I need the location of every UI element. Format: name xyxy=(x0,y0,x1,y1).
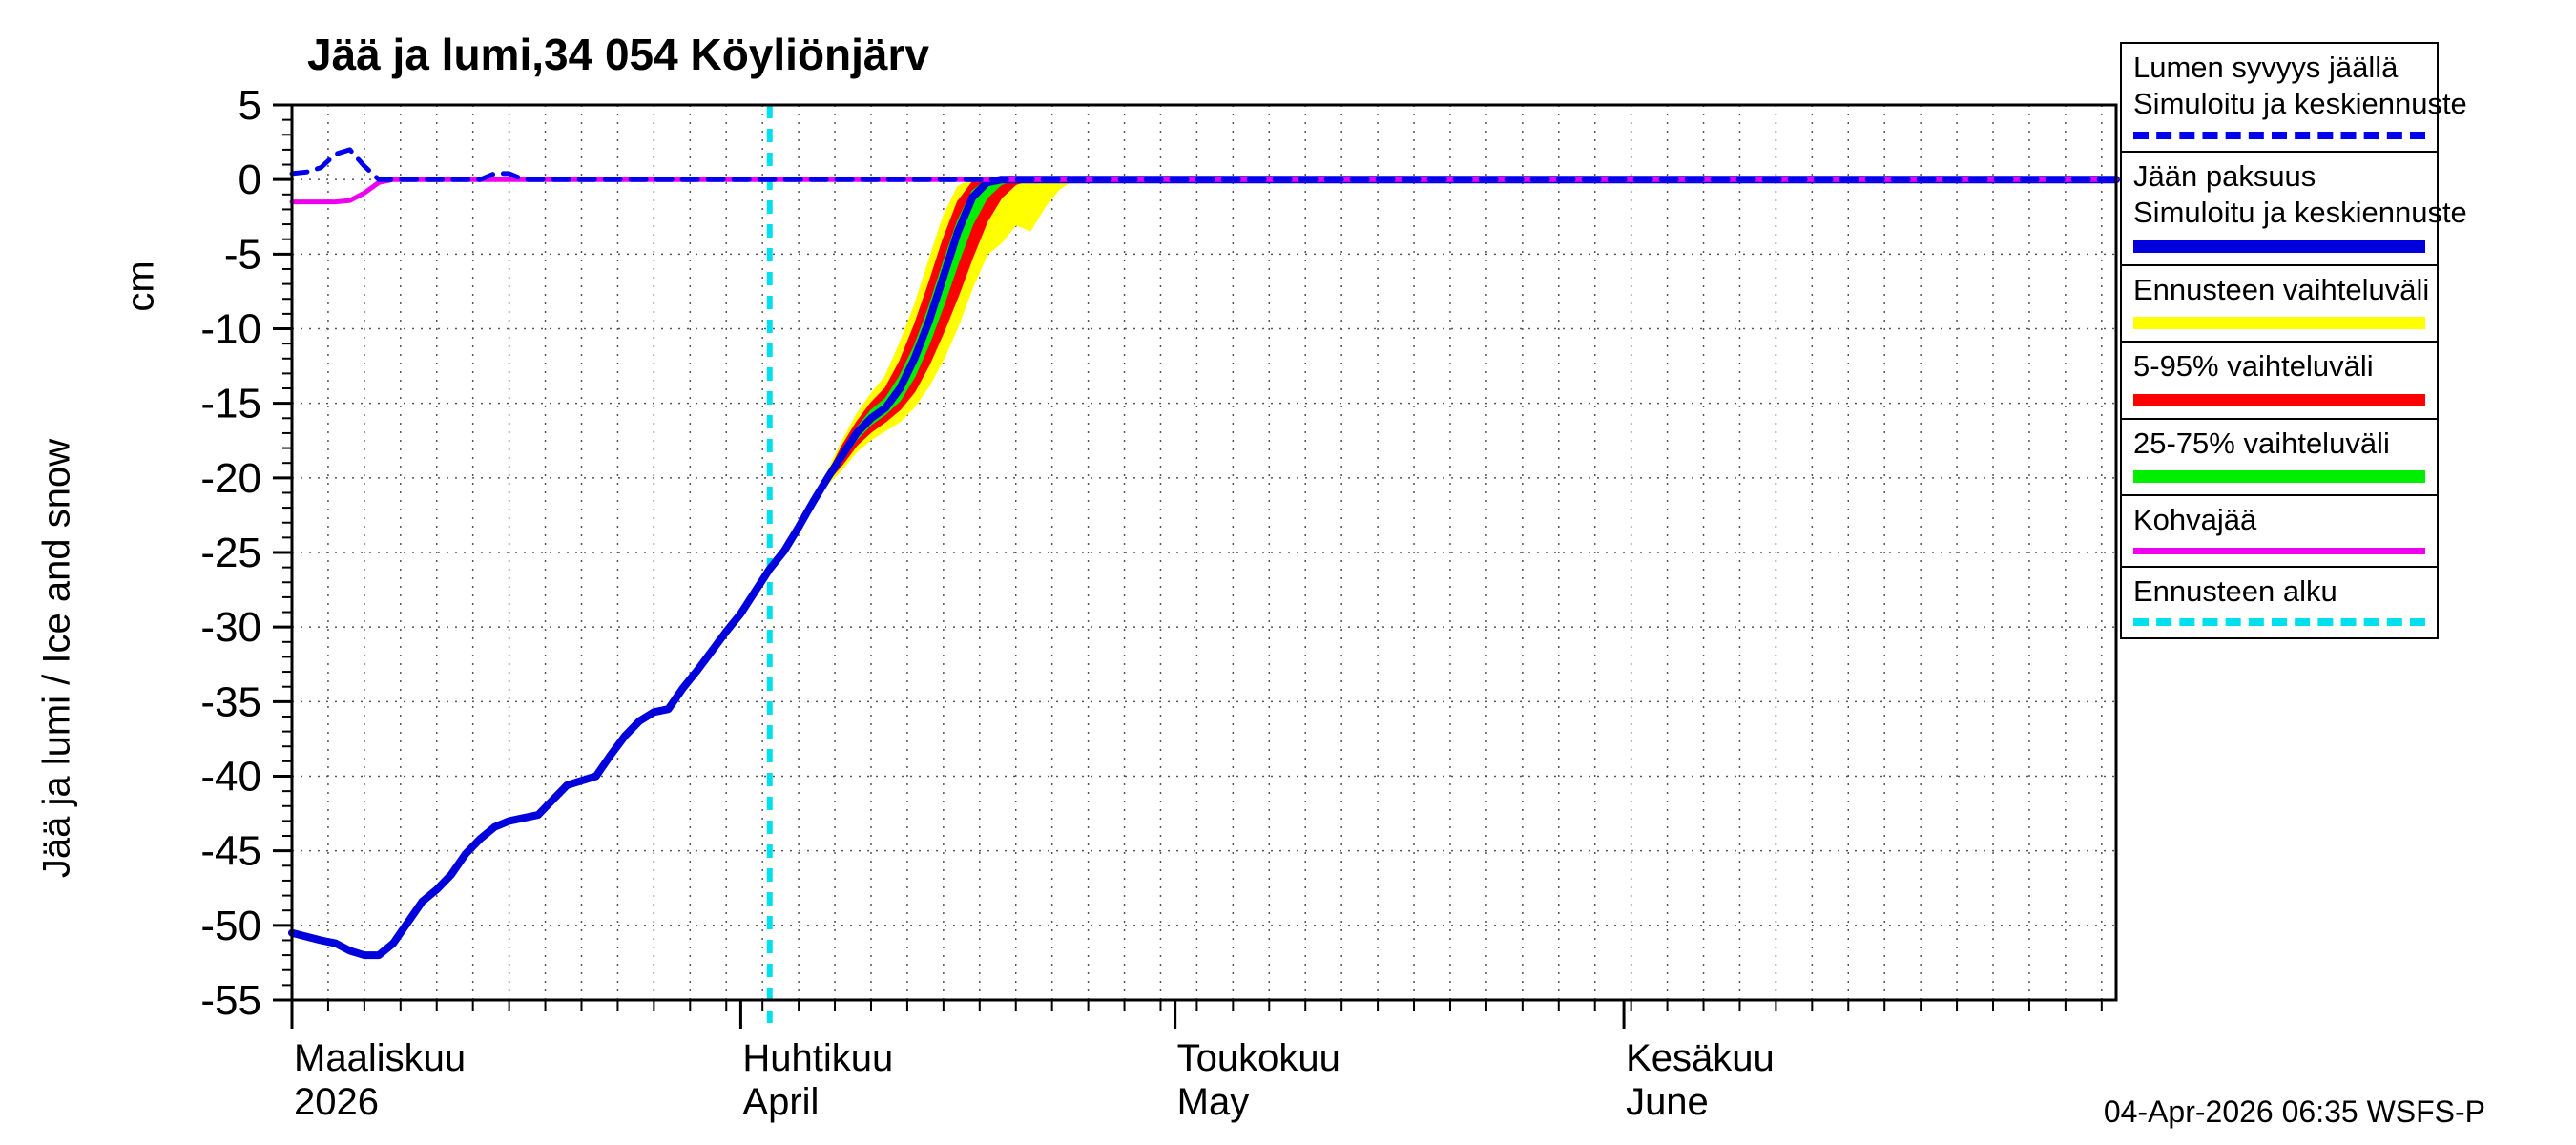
y-tick-label: -55 xyxy=(200,977,261,1024)
legend-label: Ennusteen alku xyxy=(2133,573,2337,608)
legend-line-5-95-range xyxy=(2133,393,2425,406)
timestamp: 04-Apr-2026 06:35 WSFS-P xyxy=(2103,1094,2485,1129)
legend-label: Jään paksuus xyxy=(2133,158,2316,193)
y-axis-unit: cm xyxy=(119,260,162,312)
legend-line-snow-depth xyxy=(2133,131,2425,139)
series-1 xyxy=(289,177,2119,205)
y-tick-label: 0 xyxy=(239,156,261,203)
y-tick-label: -15 xyxy=(200,381,261,427)
y-tick-label: 5 xyxy=(239,82,261,129)
y-tick-label: -10 xyxy=(200,306,261,353)
x-month-sublabel: May xyxy=(1177,1081,1250,1123)
legend-item-ice-thickness: Jään paksuus Simuloitu ja keskiennuste xyxy=(2120,150,2467,266)
legend-item-5-95-range: 5-95% vaihteluväli xyxy=(2120,341,2439,420)
y-tick-label: -50 xyxy=(200,903,261,949)
legend-label: 25-75% vaihteluväli xyxy=(2133,426,2390,460)
x-month-label: Huhtikuu xyxy=(742,1037,893,1079)
y-tick-label: -40 xyxy=(200,754,261,801)
y-tick-label: -25 xyxy=(200,530,261,576)
legend-sublabel: Simuloitu ja keskiennuste xyxy=(2133,87,2467,121)
y-tick-label: -30 xyxy=(200,604,261,651)
chart-title: Jää ja lumi,34 054 Köyliönjärv xyxy=(307,30,929,79)
legend-item-forecast-start: Ennusteen alku xyxy=(2120,565,2439,639)
y-tick-label: -5 xyxy=(224,231,261,278)
x-month-label: Maaliskuu xyxy=(294,1037,466,1079)
series-2 xyxy=(289,147,2119,182)
series-0 xyxy=(288,176,2120,960)
x-month-label: Kesäkuu xyxy=(1626,1037,1775,1079)
legend-line-25-75-range xyxy=(2133,470,2425,484)
y-tick-label: -20 xyxy=(200,455,261,502)
legend-label: Lumen syvyys jäällä xyxy=(2133,51,2399,84)
x-month-label: Toukokuu xyxy=(1177,1037,1340,1079)
legend-line-ice-thickness xyxy=(2133,239,2425,253)
legend-label: Ennusteen vaihteluväli xyxy=(2133,272,2430,306)
legend-item-25-75-range: 25-75% vaihteluväli xyxy=(2120,417,2439,497)
legend-item-forecast-range: Ennusteen vaihteluväli xyxy=(2120,263,2439,344)
legend-line-slush-ice xyxy=(2133,547,2425,554)
legend-line-forecast-range xyxy=(2133,317,2425,330)
legend-item-slush-ice: Kohvajää xyxy=(2120,494,2439,568)
legend-label: Kohvajää xyxy=(2133,503,2257,537)
y-tick-label: -35 xyxy=(200,678,261,725)
x-month-sublabel: April xyxy=(742,1081,819,1123)
legend-item-snow-depth: Lumen syvyys jäällä Simuloitu ja keskien… xyxy=(2120,42,2467,153)
legend-sublabel: Simuloitu ja keskiennuste xyxy=(2133,196,2467,230)
x-month-sublabel: 2026 xyxy=(294,1081,379,1123)
y-axis-label: Jää ja lumi / Ice and snow xyxy=(35,438,78,879)
legend-line-forecast-start xyxy=(2133,617,2425,626)
x-month-sublabel: June xyxy=(1626,1081,1709,1123)
legend-label: 5-95% vaihteluväli xyxy=(2133,349,2374,384)
y-tick-label: -45 xyxy=(200,828,261,875)
legend: Lumen syvyys jäällä Simuloitu ja keskien… xyxy=(2120,42,2467,639)
